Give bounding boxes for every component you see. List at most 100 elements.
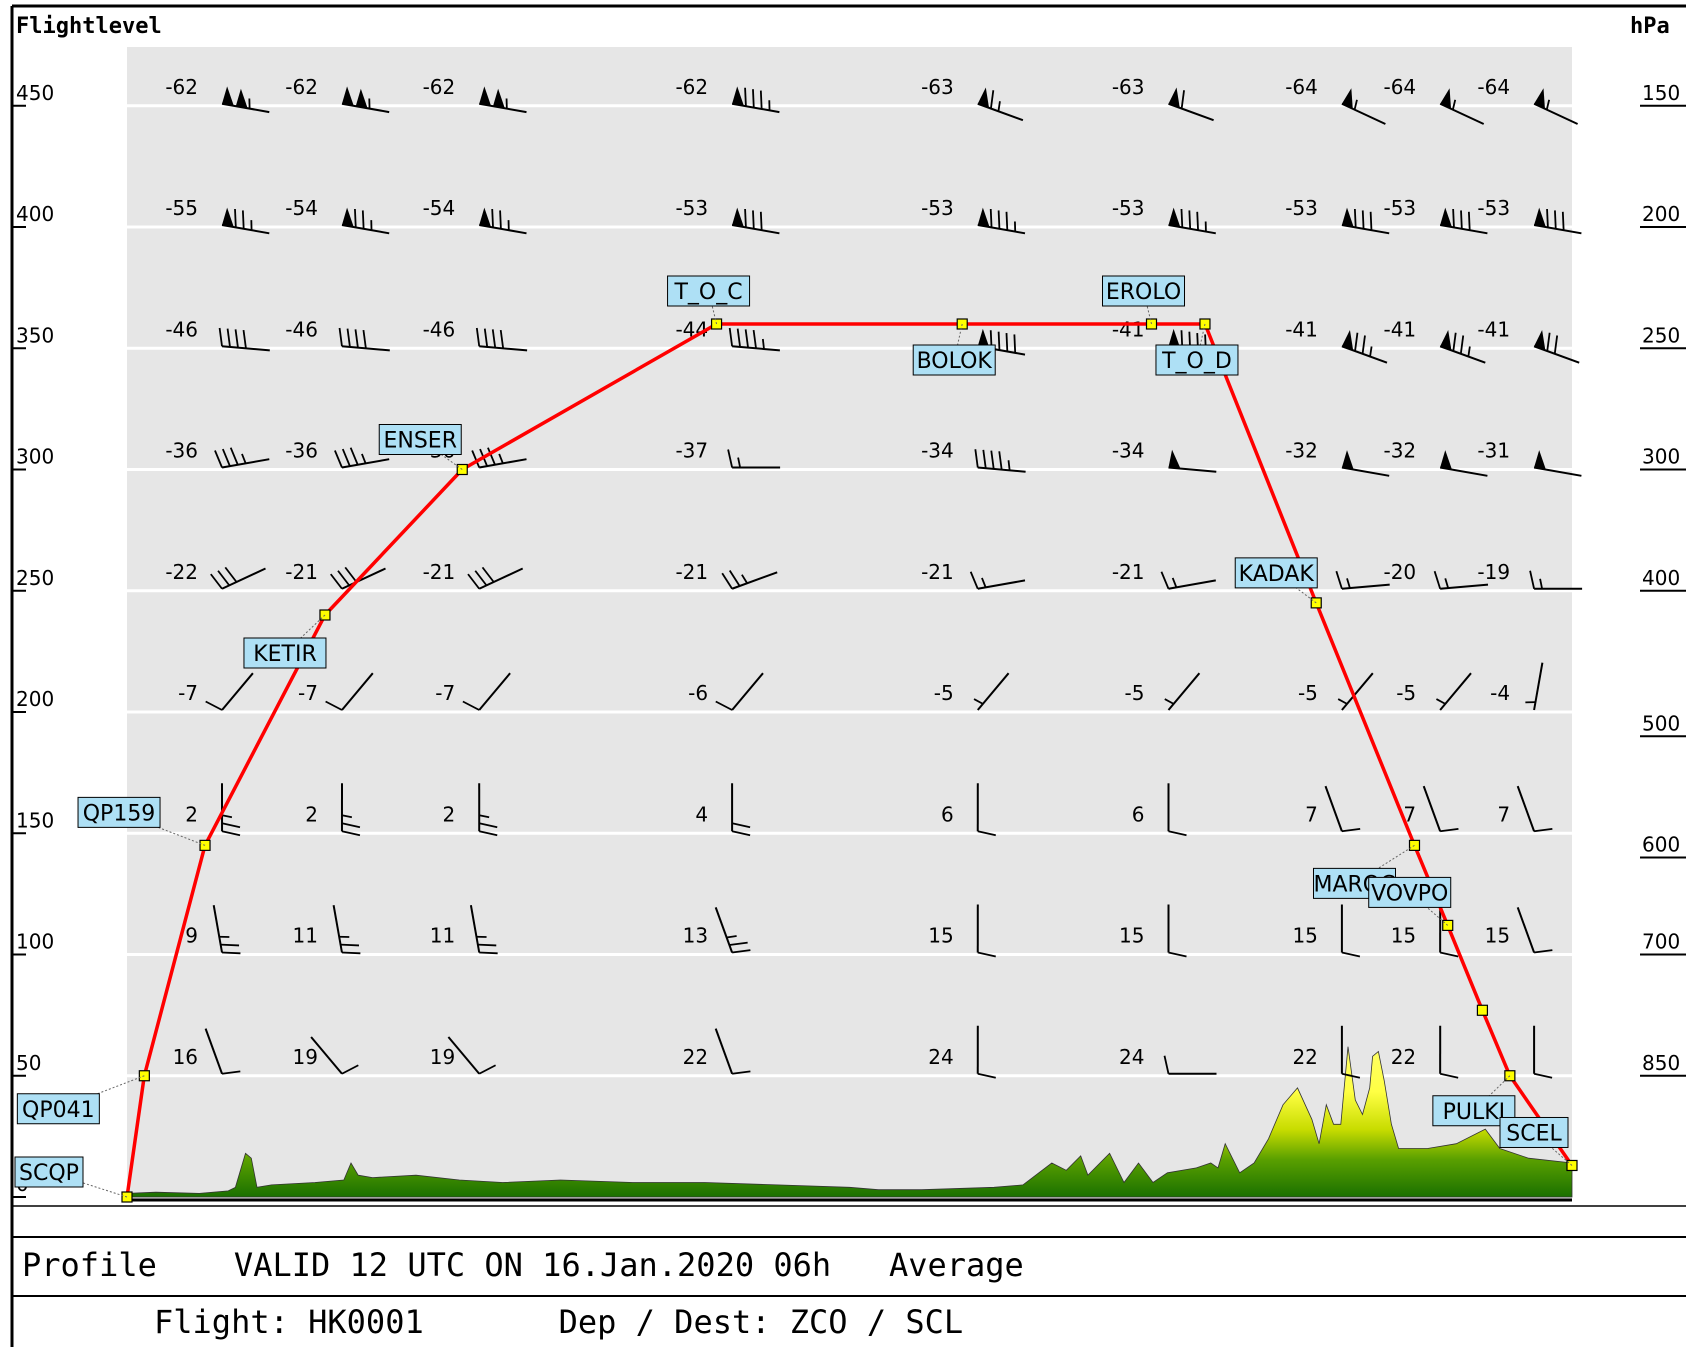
left-tick-label: 200 bbox=[16, 687, 54, 711]
wind-barb bbox=[471, 447, 527, 469]
wind-barb bbox=[1168, 87, 1214, 122]
barb-feather bbox=[234, 329, 239, 348]
wind-barb bbox=[462, 672, 511, 711]
temperature-label: -64 bbox=[1285, 75, 1318, 99]
temperature-label: -41 bbox=[1285, 317, 1318, 341]
barb-feather bbox=[1168, 951, 1187, 958]
barb-feather bbox=[731, 949, 751, 954]
barb-feather bbox=[731, 822, 751, 829]
wind-barb bbox=[338, 327, 390, 352]
wind-barb bbox=[1439, 88, 1485, 125]
barb-feather bbox=[499, 329, 505, 349]
waypoint-label: T_O_C bbox=[673, 280, 742, 305]
temperature-label: 6 bbox=[941, 802, 954, 826]
temperature-label: -34 bbox=[921, 439, 954, 463]
temperature-label: 2 bbox=[443, 802, 456, 826]
temperature-label: -21 bbox=[1112, 560, 1145, 584]
barb-staff bbox=[204, 1028, 223, 1075]
barb-feather bbox=[491, 329, 497, 348]
temperature-label: 22 bbox=[1391, 1045, 1416, 1069]
barb-half-feather bbox=[737, 457, 741, 468]
barb-feather bbox=[479, 822, 498, 829]
barb-feather bbox=[744, 208, 747, 228]
temperature-label: 15 bbox=[1391, 924, 1416, 948]
barb-pennant bbox=[479, 207, 492, 228]
barb-feather bbox=[334, 450, 343, 468]
barb-feather bbox=[990, 90, 995, 109]
barb-half-feather bbox=[997, 101, 1001, 112]
footer-flight: Flight: HK0001 Dep / Dest: ZCO / SCL bbox=[154, 1303, 964, 1341]
barb-feather bbox=[214, 450, 223, 468]
left-tick-label: 450 bbox=[16, 81, 54, 105]
wind-barb bbox=[478, 783, 498, 837]
waypoint-label-box bbox=[1155, 344, 1239, 376]
temperature-label: -53 bbox=[675, 196, 708, 220]
terrain-profile bbox=[126, 1046, 1573, 1198]
barb-feather bbox=[1369, 211, 1373, 231]
barb-feather bbox=[341, 951, 361, 955]
wind-barb bbox=[974, 449, 1026, 473]
barb-half-feather bbox=[241, 453, 247, 464]
left-tick-label: 400 bbox=[16, 202, 54, 226]
temperature-label: 7 bbox=[1403, 802, 1416, 826]
barb-feather bbox=[210, 573, 223, 590]
wind-barb bbox=[977, 87, 1024, 122]
barb-feather bbox=[728, 569, 741, 587]
temperature-label: 2 bbox=[185, 802, 198, 826]
barb-staff bbox=[1341, 583, 1390, 590]
barb-feather bbox=[1180, 208, 1184, 228]
temperature-label: -41 bbox=[1112, 317, 1145, 341]
barb-half-feather bbox=[981, 577, 987, 588]
left-tick-label: 50 bbox=[16, 1051, 41, 1075]
barb-feather bbox=[1354, 332, 1359, 352]
temperature-label: -53 bbox=[1383, 196, 1416, 220]
temperature-label: -5 bbox=[1125, 681, 1145, 705]
barb-feather bbox=[491, 208, 494, 228]
barb-feather bbox=[997, 210, 1001, 229]
temperature-label: -21 bbox=[921, 560, 954, 584]
barb-feather bbox=[205, 700, 223, 711]
waypoint-label-box bbox=[1368, 876, 1452, 908]
barb-pennant bbox=[341, 86, 354, 106]
wind-barb bbox=[1160, 571, 1216, 590]
temperature-label: 4 bbox=[695, 802, 708, 826]
wind-barb bbox=[205, 672, 254, 711]
left-axis: 450400350300250200150100500 bbox=[12, 81, 54, 1198]
temperature-label: 22 bbox=[1292, 1045, 1317, 1069]
wind-barb bbox=[212, 905, 241, 955]
barb-staff bbox=[479, 102, 527, 114]
barb-feather bbox=[217, 570, 230, 586]
wind-barb bbox=[1335, 570, 1390, 590]
barb-feather bbox=[341, 822, 361, 829]
footer-validity: Profile VALID 12 UTC ON 16.Jan.2020 06h … bbox=[22, 1246, 1024, 1284]
barb-half-feather bbox=[1007, 460, 1011, 471]
wind-barb bbox=[341, 207, 390, 235]
barb-half-feather bbox=[1444, 578, 1449, 589]
barb-feather bbox=[1533, 827, 1553, 833]
waypoint-label-box bbox=[1499, 1116, 1569, 1148]
barb-pennant bbox=[1341, 207, 1354, 228]
barb-half-feather bbox=[726, 935, 737, 939]
temperature-label: -63 bbox=[921, 75, 954, 99]
barb-feather bbox=[977, 951, 996, 958]
barb-feather bbox=[467, 573, 480, 590]
barb-feather bbox=[1553, 335, 1559, 354]
barb-feather bbox=[330, 573, 343, 590]
temperature-label: -5 bbox=[1396, 681, 1416, 705]
temperature-label: -62 bbox=[285, 75, 318, 99]
wind-barb bbox=[1533, 450, 1582, 477]
barb-staff bbox=[469, 905, 481, 953]
barb-pennant bbox=[222, 207, 234, 228]
temperature-label: -21 bbox=[423, 560, 456, 584]
barb-feather bbox=[226, 328, 231, 348]
wind-barb bbox=[727, 449, 781, 469]
wind-barb bbox=[1422, 785, 1459, 833]
waypoint-label-box bbox=[912, 344, 996, 376]
barb-feather bbox=[337, 570, 350, 586]
barb-feather bbox=[729, 941, 748, 946]
temperature-label: -32 bbox=[1285, 439, 1318, 463]
barb-feather bbox=[229, 447, 239, 466]
right-tick-label: 200 bbox=[1642, 202, 1680, 226]
barb-feather bbox=[1546, 332, 1551, 352]
wind-barb bbox=[977, 207, 1026, 235]
